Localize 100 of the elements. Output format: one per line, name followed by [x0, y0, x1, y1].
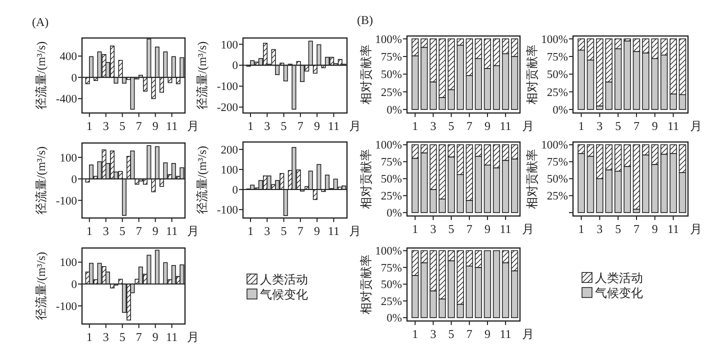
chart-title: (B)	[357, 13, 373, 27]
x-tick-label: 11	[500, 327, 512, 341]
y-axis-title: 相对贡献率	[359, 44, 373, 104]
y-axis-title: 相对贡献率	[359, 254, 373, 314]
x-tick-label: 5	[448, 327, 454, 341]
x-axis-title: 月	[522, 119, 534, 133]
x-tick-label: 9	[152, 330, 158, 344]
x-tick-label: 5	[119, 224, 126, 238]
x-axis-title: 月	[522, 222, 534, 236]
y-axis-title: 径流量/(m³/s)	[34, 252, 48, 320]
y-tick-label: 25%	[380, 190, 402, 203]
x-tick-label: 9	[314, 119, 320, 133]
legend-label: 人类活动	[595, 271, 643, 285]
x-tick-label: 5	[448, 222, 454, 236]
x-tick-label: 3	[264, 224, 270, 238]
x-tick-label: 9	[652, 119, 658, 133]
x-tick-label: 9	[484, 327, 490, 341]
legend-label: 气候变化	[260, 288, 308, 302]
x-tick-label: 11	[500, 119, 512, 133]
y-tick-label: 100	[60, 257, 78, 270]
x-tick-label: 7	[466, 119, 472, 133]
x-tick-label: 3	[430, 119, 436, 133]
x-tick-label: 9	[152, 224, 158, 238]
x-axis-title: 月	[349, 224, 361, 238]
x-axis-title: 月	[349, 119, 361, 133]
x-tick-label: 1	[86, 119, 92, 133]
y-tick-label: 100%	[375, 246, 402, 258]
x-tick-label: 5	[448, 119, 454, 133]
y-axis-title: 相对贡献率	[525, 149, 539, 209]
y-tick-label: 100	[220, 39, 238, 52]
y-tick-label: 75%	[546, 156, 568, 169]
y-tick-label: 100%	[541, 34, 568, 46]
y-tick-label: 75%	[546, 51, 568, 64]
x-axis-title: 月	[690, 222, 702, 236]
y-tick-label: 50%	[546, 174, 568, 186]
x-tick-label: 5	[119, 330, 126, 344]
x-tick-label: 7	[297, 224, 304, 238]
y-tick-label: 75%	[380, 262, 402, 274]
y-tick-label: 100	[220, 164, 238, 176]
y-tick-label: 0%	[386, 104, 402, 116]
x-tick-label: 5	[615, 222, 622, 236]
x-tick-label: 3	[430, 222, 436, 236]
x-tick-label: 5	[280, 224, 287, 238]
x-tick-label: 7	[466, 327, 472, 341]
y-axis-title: 相对贡献率	[525, 44, 539, 104]
y-axis-title: 径流量/(m³/s)	[34, 41, 48, 110]
y-tick-label: 50%	[380, 69, 402, 82]
x-tick-label: 11	[328, 119, 340, 133]
x-tick-label: 5	[280, 119, 287, 133]
x-tick-label: 7	[136, 224, 142, 238]
legend-label: 气候变化	[595, 286, 643, 300]
x-axis-title: 月	[522, 327, 534, 341]
y-tick-label: 0	[232, 60, 238, 72]
y-axis-title: 径流量/(m³/s)	[34, 146, 48, 215]
y-tick-label: 50%	[546, 69, 568, 82]
x-tick-label: 1	[578, 119, 584, 133]
x-tick-label: 3	[102, 330, 109, 344]
x-tick-label: 7	[466, 222, 472, 236]
y-tick-label: 75%	[380, 51, 402, 64]
x-tick-label: 11	[668, 222, 680, 236]
y-axis-title: 径流量/(m³/s)	[195, 41, 209, 110]
x-tick-label: 11	[328, 224, 340, 238]
y-tick-label: 0	[71, 174, 78, 186]
x-tick-label: 3	[102, 119, 109, 133]
y-tick-label: -200	[216, 102, 238, 114]
y-tick-label: 400	[60, 51, 78, 64]
x-tick-label: 11	[166, 119, 178, 133]
x-tick-label: 3	[596, 222, 603, 236]
y-axis-title: 相对贡献率	[359, 149, 373, 209]
y-tick-label: 25%	[546, 86, 568, 99]
y-tick-label: 25%	[380, 86, 402, 99]
x-tick-label: 9	[484, 222, 490, 236]
y-tick-label: -100	[216, 81, 238, 94]
y-tick-label: -100	[216, 204, 238, 217]
y-tick-label: -100	[56, 300, 78, 313]
legend-label: 人类活动	[260, 272, 308, 286]
y-tick-label: 100%	[375, 34, 402, 46]
x-tick-label: 7	[297, 119, 304, 133]
x-tick-label: 7	[136, 119, 142, 133]
x-tick-label: 9	[314, 224, 320, 238]
y-tick-label: -400	[56, 94, 78, 106]
x-tick-label: 1	[86, 224, 92, 238]
x-axis-title: 月	[187, 119, 199, 133]
chart-title: (A)	[32, 15, 49, 29]
y-tick-label: 100%	[375, 140, 402, 152]
y-axis-title: 径流量/(m³/s)	[195, 146, 209, 214]
x-tick-label: 7	[633, 222, 640, 236]
y-tick-label: 25%	[380, 296, 402, 308]
x-tick-label: 11	[500, 222, 512, 236]
y-tick-label: 0%	[552, 104, 568, 116]
y-tick-label: 100	[60, 152, 78, 164]
x-tick-label: 9	[652, 222, 658, 236]
y-tick-label: 25%	[546, 190, 568, 203]
y-tick-label: 100%	[541, 140, 568, 152]
x-tick-label: 11	[668, 119, 680, 133]
y-tick-label: 75%	[380, 156, 402, 169]
x-tick-label: 7	[136, 330, 142, 344]
x-tick-label: 1	[578, 222, 584, 236]
x-tick-label: 1	[412, 119, 418, 133]
x-tick-label: 1	[412, 222, 418, 236]
